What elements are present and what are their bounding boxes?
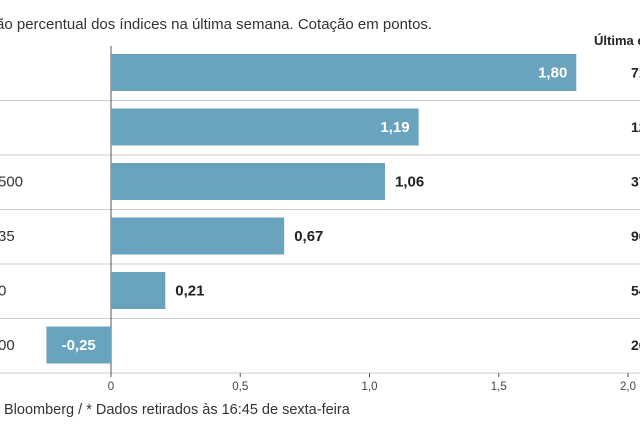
value-label: 1,80 (538, 65, 567, 82)
value-label: 1,06 (395, 174, 424, 191)
source-note: Bloomberg / * Dados retirados às 16:45 d… (4, 402, 350, 418)
category-label: 500 (0, 174, 23, 191)
last-quote-label: 2634 (631, 337, 640, 353)
bar (111, 163, 386, 200)
x-tick-label: 1,0 (362, 381, 378, 393)
category-label: 0 (0, 283, 6, 300)
labels-layer: 1,80 718 1,19 1224 500 1,06 374 35 0,67 966 0 0,21 5… (0, 65, 640, 355)
bar (111, 54, 577, 91)
bar (111, 272, 166, 309)
x-tick-label: 0 (108, 381, 114, 393)
value-label: 0,21 (175, 283, 204, 300)
last-quote-label: 374 (631, 174, 640, 190)
category-label: 35 (0, 228, 15, 245)
value-label: 1,19 (380, 119, 409, 136)
chart-subtitle: ão percentual dos índices na última sema… (0, 16, 433, 33)
last-quote-label: 1224 (631, 119, 640, 135)
bar (46, 326, 111, 364)
value-label: 0,67 (294, 228, 323, 245)
last-quote-label: 718 (631, 65, 640, 81)
last-quote-label: 966 (631, 228, 640, 244)
x-tick-label: 2,0 (620, 381, 636, 393)
last-quote-label: 541 (631, 283, 640, 299)
bars-layer (46, 54, 577, 364)
last-quote-column-header: Última c (594, 33, 640, 48)
bar (111, 108, 419, 146)
value-label: -0,25 (62, 337, 96, 354)
x-axis: 0 0,5 1,0 1,5 2,0 (108, 373, 636, 393)
bar (111, 217, 285, 255)
grid-layer (0, 46, 640, 374)
category-label: 00 (0, 337, 15, 354)
x-tick-label: 1,5 (491, 381, 507, 393)
x-tick-label: 0,5 (232, 381, 248, 393)
